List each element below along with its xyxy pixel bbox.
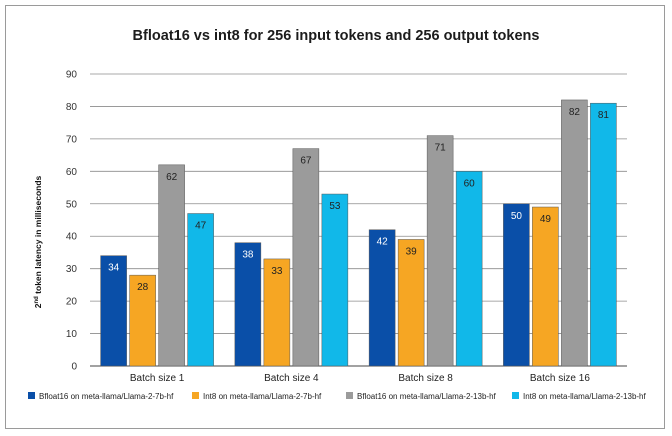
bar (100, 255, 127, 367)
bar (234, 242, 262, 367)
bar (561, 99, 588, 367)
value-label: 71 (435, 143, 447, 154)
y-tick-label: 10 (66, 329, 78, 340)
y-tick-label: 70 (66, 134, 78, 145)
y-axis-label-rest: token latency in milliseconds (33, 175, 43, 296)
bar (321, 193, 349, 367)
value-label: 38 (242, 250, 254, 261)
bar (455, 171, 483, 367)
value-label: 81 (598, 110, 610, 121)
category-label: Batch size 16 (530, 373, 590, 384)
legend-swatch (192, 392, 199, 399)
y-axis-label-superscript: nd (34, 296, 40, 304)
bar (426, 135, 454, 367)
y-tick-label: 80 (66, 102, 78, 113)
value-label: 50 (511, 211, 523, 222)
y-tick-label: 50 (66, 199, 78, 210)
bar (187, 213, 214, 367)
legend-label: Bfloat16 on meta-llama/Llama-2-7b-hf (39, 392, 174, 401)
category-label: Batch size 1 (130, 373, 185, 384)
category-label: Batch size 4 (264, 373, 319, 384)
bar (292, 148, 320, 367)
value-label: 49 (540, 214, 552, 225)
bar (532, 206, 559, 367)
bar (158, 164, 185, 367)
value-label: 33 (271, 266, 283, 277)
y-tick-label: 90 (66, 70, 78, 81)
legend-label: Int8 on meta-llama/Llama-2-13b-hf (523, 392, 647, 401)
value-label: 60 (464, 178, 476, 189)
y-tick-label: 20 (66, 297, 78, 308)
value-label: 62 (166, 172, 178, 183)
value-label: 39 (406, 246, 418, 257)
chart-title: Bfloat16 vs int8 for 256 input tokens an… (132, 28, 540, 44)
value-label: 53 (329, 201, 341, 212)
y-axis-label-main: 2 (33, 303, 43, 308)
bars (100, 99, 617, 367)
value-label: 34 (108, 263, 120, 274)
category-label: Batch size 8 (398, 373, 453, 384)
y-axis-label: 2nd token latency in milliseconds (33, 175, 43, 308)
bar (503, 203, 530, 367)
legend-swatch (28, 392, 35, 399)
bar (129, 274, 156, 367)
y-tick-label: 0 (71, 362, 77, 373)
legend: Bfloat16 on meta-llama/Llama-2-7b-hf Int8… (28, 392, 647, 401)
y-tick-label: 40 (66, 232, 78, 243)
legend-swatch (346, 392, 353, 399)
value-label: 47 (195, 221, 207, 232)
category-labels: Batch size 1 Batch size 4 Batch size 8 Batc… (130, 373, 590, 384)
legend-swatch (512, 392, 519, 399)
value-label: 82 (569, 107, 581, 118)
bar (590, 102, 617, 367)
legend-label: Int8 on meta-llama/Llama-2-7b-hf (203, 392, 322, 401)
legend-label: Bfloat16 on meta-llama/Llama-2-13b-hf (357, 392, 497, 401)
value-label: 67 (300, 156, 312, 167)
bar (368, 229, 396, 367)
value-labels: 34 28 62 47 38 33 67 53 42 39 71 60 50 49 82 81 (108, 107, 609, 293)
value-label: 28 (137, 282, 149, 293)
y-tick-label: 30 (66, 264, 78, 275)
value-label: 42 (377, 237, 389, 248)
y-tick-labels: 0 10 20 30 40 50 60 70 80 90 (66, 70, 78, 373)
bar (397, 239, 425, 367)
y-tick-label: 60 (66, 167, 78, 178)
bar (263, 258, 291, 367)
